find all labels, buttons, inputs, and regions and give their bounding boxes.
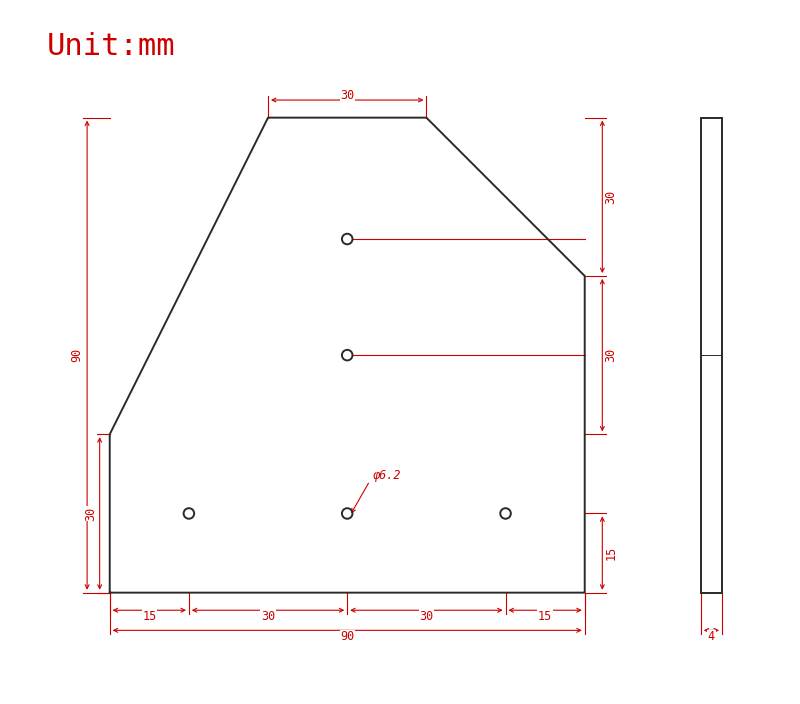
Text: 30: 30 [605, 189, 618, 204]
Text: 15: 15 [538, 610, 552, 623]
Text: φ6.2: φ6.2 [372, 470, 401, 482]
Text: 30: 30 [419, 610, 434, 623]
Text: 90: 90 [340, 630, 354, 643]
Text: 90: 90 [70, 348, 83, 363]
Text: Unit:mm: Unit:mm [46, 32, 175, 61]
Text: 4: 4 [708, 630, 715, 643]
Text: 30: 30 [261, 610, 275, 623]
Text: 30: 30 [340, 89, 354, 101]
Text: 30: 30 [84, 506, 98, 520]
Text: 15: 15 [142, 610, 157, 623]
Text: 15: 15 [605, 546, 618, 560]
Text: 30: 30 [605, 348, 618, 363]
